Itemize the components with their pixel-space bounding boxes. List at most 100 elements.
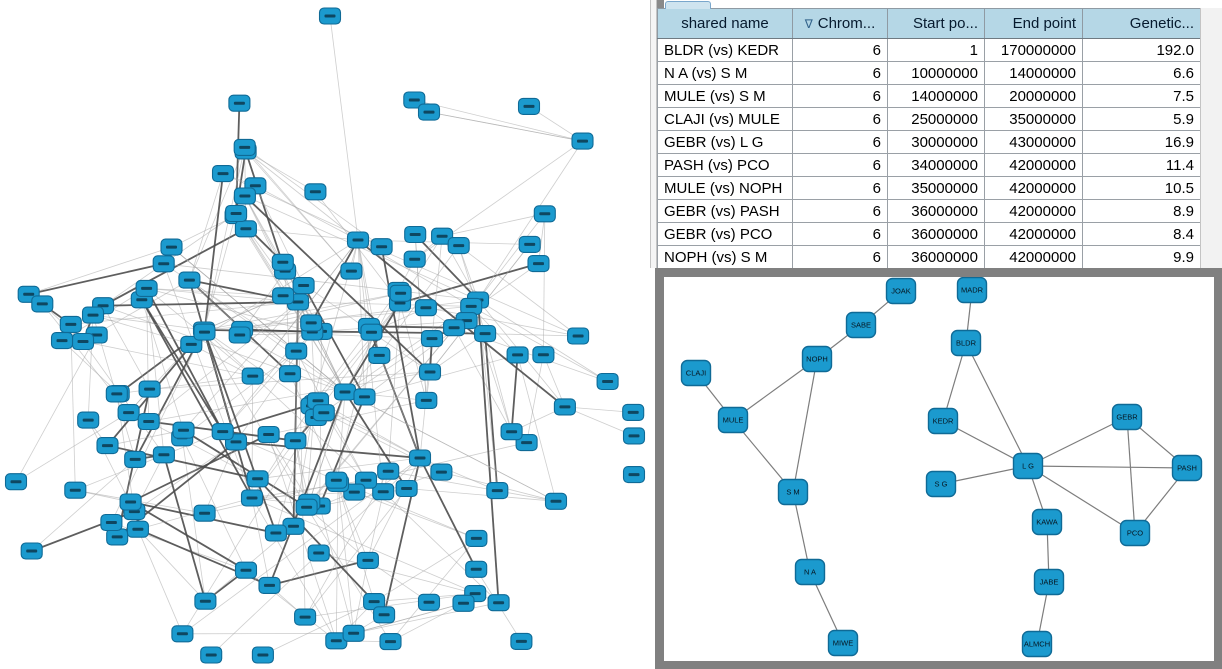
network-node[interactable]: [360, 323, 383, 341]
network-node[interactable]: [420, 330, 444, 348]
network-node[interactable]: [294, 608, 317, 626]
network-node[interactable]: [596, 372, 619, 391]
network-node[interactable]: [510, 632, 533, 650]
table-cell[interactable]: 42000000: [984, 153, 1083, 177]
table-cell[interactable]: 42000000: [984, 176, 1083, 200]
network-node[interactable]: [295, 498, 318, 516]
table-cell[interactable]: 10000000: [887, 61, 985, 85]
table-cell[interactable]: 9.9: [1082, 245, 1201, 268]
network-node-S M[interactable]: S M: [777, 478, 809, 506]
network-node[interactable]: [233, 187, 256, 205]
node-shape[interactable]: [801, 345, 833, 373]
table-row[interactable]: NOPH (vs) S M 6 36000000 42000000 9.9: [657, 245, 1201, 268]
table-cell[interactable]: MULE (vs) S M: [657, 84, 793, 108]
node-shape[interactable]: [794, 558, 826, 586]
network-node[interactable]: [567, 327, 590, 345]
network-node[interactable]: [50, 332, 74, 350]
table-cell[interactable]: 6: [792, 84, 888, 108]
table-cell[interactable]: 192.0: [1082, 38, 1201, 62]
table-cell[interactable]: 6: [792, 130, 888, 154]
network-node[interactable]: [106, 528, 129, 546]
network-node[interactable]: [251, 646, 274, 664]
network-node[interactable]: [160, 238, 183, 256]
table-row[interactable]: PASH (vs) PCO 6 34000000 42000000 11.4: [657, 153, 1201, 177]
node-shape[interactable]: [1031, 508, 1063, 536]
table-cell[interactable]: 42000000: [984, 199, 1083, 223]
table-cell[interactable]: GEBR (vs) PCO: [657, 222, 793, 246]
network-node-S G[interactable]: S G: [925, 470, 957, 498]
network-node[interactable]: [571, 132, 594, 150]
table-tab-stub[interactable]: [665, 1, 711, 9]
network-node[interactable]: [137, 412, 160, 431]
table-cell[interactable]: 42000000: [984, 222, 1083, 246]
network-node[interactable]: [271, 253, 294, 271]
table-cell[interactable]: 35000000: [984, 107, 1083, 131]
network-node[interactable]: [307, 544, 330, 562]
node-shape[interactable]: [845, 311, 877, 339]
network-node[interactable]: [404, 225, 427, 244]
table-cell[interactable]: 8.4: [1082, 222, 1201, 246]
network-node[interactable]: [622, 466, 646, 484]
network-node[interactable]: [430, 463, 453, 481]
network-node-CLAJI[interactable]: CLAJI: [680, 359, 712, 387]
table-cell[interactable]: 6: [792, 38, 888, 62]
network-node[interactable]: [403, 250, 426, 268]
network-node[interactable]: [233, 138, 256, 156]
node-shape[interactable]: [925, 470, 957, 498]
table-cell[interactable]: 6: [792, 245, 888, 268]
table-cell[interactable]: CLAJI (vs) MULE: [657, 107, 793, 131]
network-node[interactable]: [452, 594, 475, 612]
column-header-start-po-[interactable]: Start po...: [887, 8, 985, 39]
node-shape[interactable]: [927, 407, 959, 435]
network-node[interactable]: [152, 255, 175, 273]
network-node-JABE[interactable]: JABE: [1033, 568, 1065, 596]
network-node[interactable]: [379, 633, 402, 651]
network-node[interactable]: [342, 624, 365, 642]
network-node[interactable]: [370, 238, 393, 256]
network-node-PCO[interactable]: PCO: [1119, 519, 1151, 547]
table-cell[interactable]: 10.5: [1082, 176, 1201, 200]
table-cell[interactable]: 170000000: [984, 38, 1083, 62]
table-cell[interactable]: 6: [792, 153, 888, 177]
network-node[interactable]: [486, 482, 509, 500]
table-cell[interactable]: 11.4: [1082, 153, 1201, 177]
network-node[interactable]: [372, 483, 395, 501]
network-node[interactable]: [117, 404, 140, 422]
network-node[interactable]: [389, 284, 412, 302]
network-node[interactable]: [368, 346, 391, 364]
network-node[interactable]: [225, 204, 248, 223]
network-node-MIWE[interactable]: MIWE: [827, 629, 859, 657]
network-node[interactable]: [553, 398, 576, 416]
network-node[interactable]: [180, 335, 203, 353]
network-node[interactable]: [465, 560, 488, 578]
network-node[interactable]: [544, 492, 568, 510]
table-cell[interactable]: 8.9: [1082, 199, 1201, 223]
network-node[interactable]: [500, 423, 523, 441]
network-node[interactable]: [285, 342, 308, 360]
network-node-L G[interactable]: L G: [1012, 452, 1044, 480]
table-row[interactable]: GEBR (vs) L G 6 30000000 43000000 16.9: [657, 130, 1201, 154]
network-node[interactable]: [234, 220, 257, 238]
network-node-NOPH[interactable]: NOPH: [801, 345, 833, 373]
network-node-N A[interactable]: N A: [794, 558, 826, 586]
network-node[interactable]: [333, 383, 357, 401]
network-node-JOAK[interactable]: JOAK: [885, 277, 917, 305]
network-node[interactable]: [193, 323, 216, 341]
network-node[interactable]: [211, 423, 234, 441]
network-node[interactable]: [460, 297, 483, 315]
node-shape[interactable]: [1111, 403, 1143, 431]
network-node-KAWA[interactable]: KAWA: [1031, 508, 1063, 536]
table-cell[interactable]: 43000000: [984, 130, 1083, 154]
node-shape[interactable]: [1012, 452, 1044, 480]
network-node[interactable]: [395, 479, 418, 498]
table-scrollbar-gutter[interactable]: [1200, 8, 1222, 268]
network-node[interactable]: [264, 524, 287, 542]
network-node[interactable]: [515, 434, 538, 452]
table-row[interactable]: N A (vs) S M 6 10000000 14000000 6.6: [657, 61, 1201, 85]
table-cell[interactable]: 30000000: [887, 130, 985, 154]
table-cell[interactable]: NOPH (vs) S M: [657, 245, 793, 268]
network-node[interactable]: [517, 97, 541, 115]
network-node[interactable]: [100, 513, 123, 532]
network-node[interactable]: [172, 421, 195, 439]
network-node[interactable]: [246, 470, 269, 488]
